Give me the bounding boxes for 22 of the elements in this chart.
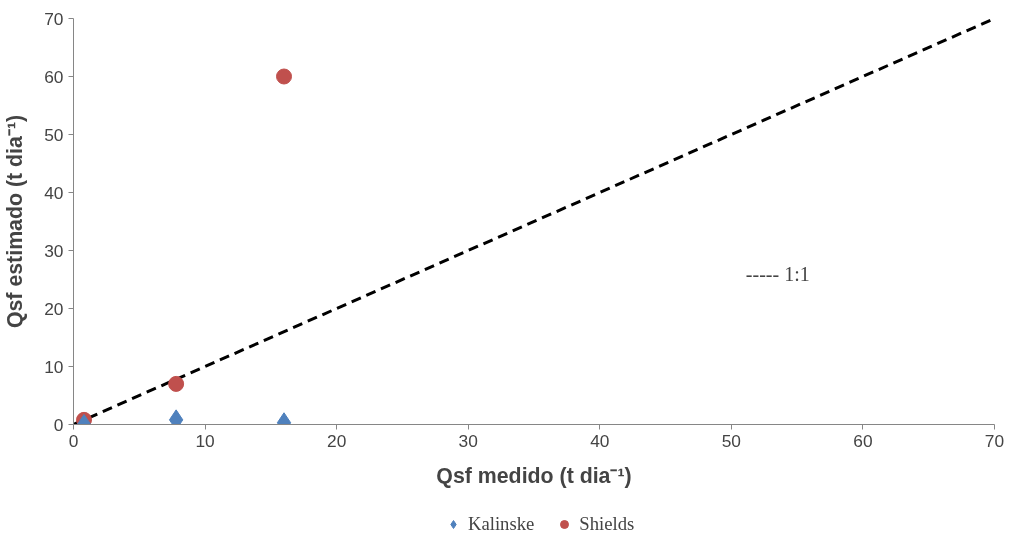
- x-tick-label: 70: [984, 430, 1005, 451]
- y-tick-label: 40: [44, 182, 64, 203]
- x-axis-title: Qsf medido (t dia⁻¹): [436, 463, 632, 488]
- x-tick-label: 20: [327, 430, 347, 451]
- x-tick-label: 60: [853, 430, 873, 451]
- y-tick-label: 30: [44, 240, 64, 261]
- y-tick-label: 50: [44, 124, 64, 145]
- x-tick-label: 0: [68, 430, 79, 451]
- x-tick-label: 40: [590, 430, 610, 451]
- y-tick-label: 10: [44, 356, 64, 377]
- point: [276, 68, 293, 85]
- legend-label: Shields: [579, 513, 635, 535]
- annotation: ----- 1:1: [745, 263, 810, 286]
- y-tick-label: 70: [44, 8, 64, 29]
- y-tick-label: 0: [53, 414, 64, 435]
- y-tick-label: 20: [44, 298, 64, 319]
- x-tick-label: 10: [195, 430, 215, 451]
- y-tick-label: 60: [44, 66, 64, 87]
- x-tick-label: 30: [458, 430, 478, 451]
- x-tick-label: 50: [721, 430, 741, 451]
- y-axis-title: Qsf estimado (t dia⁻¹): [3, 114, 28, 329]
- legend-label: Kalinske: [468, 513, 535, 535]
